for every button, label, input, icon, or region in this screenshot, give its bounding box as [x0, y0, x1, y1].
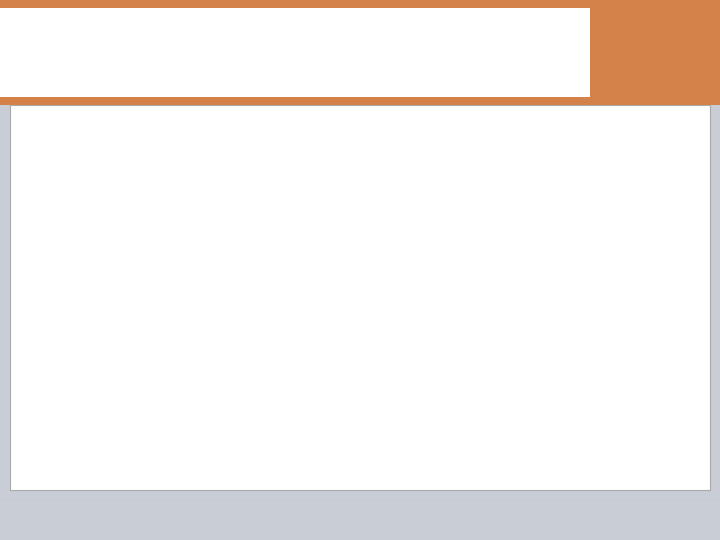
- Text: © 2012 Pearson Prentice Hall. All rights reserved.: © 2012 Pearson Prentice Hall. All rights…: [14, 514, 308, 526]
- Text: Quick ratio =: Quick ratio =: [101, 208, 215, 226]
- Text: Current liabilities: Current liabilities: [310, 234, 455, 252]
- Text: $934,000: $934,000: [452, 361, 528, 379]
- Text: $620,000: $620,000: [452, 408, 528, 424]
- Text: Liquidity Ratios: Liquidity Ratios: [20, 118, 231, 142]
- Text: 3-32: 3-32: [677, 514, 706, 526]
- Text: $1,223,000 − $289,000: $1,223,000 − $289,000: [166, 361, 340, 379]
- Text: Current assets − Inventory: Current assets − Inventory: [271, 181, 493, 199]
- Text: The quick ratio for Bartlett Company in 2012 is:: The quick ratio for Bartlett Company in …: [55, 307, 479, 323]
- Text: = 1.51: = 1.51: [588, 384, 652, 402]
- Text: =: =: [398, 384, 412, 402]
- Text: Ratio Analysis (cont.): Ratio Analysis (cont.): [14, 41, 351, 69]
- Text: $620,000: $620,000: [215, 408, 291, 424]
